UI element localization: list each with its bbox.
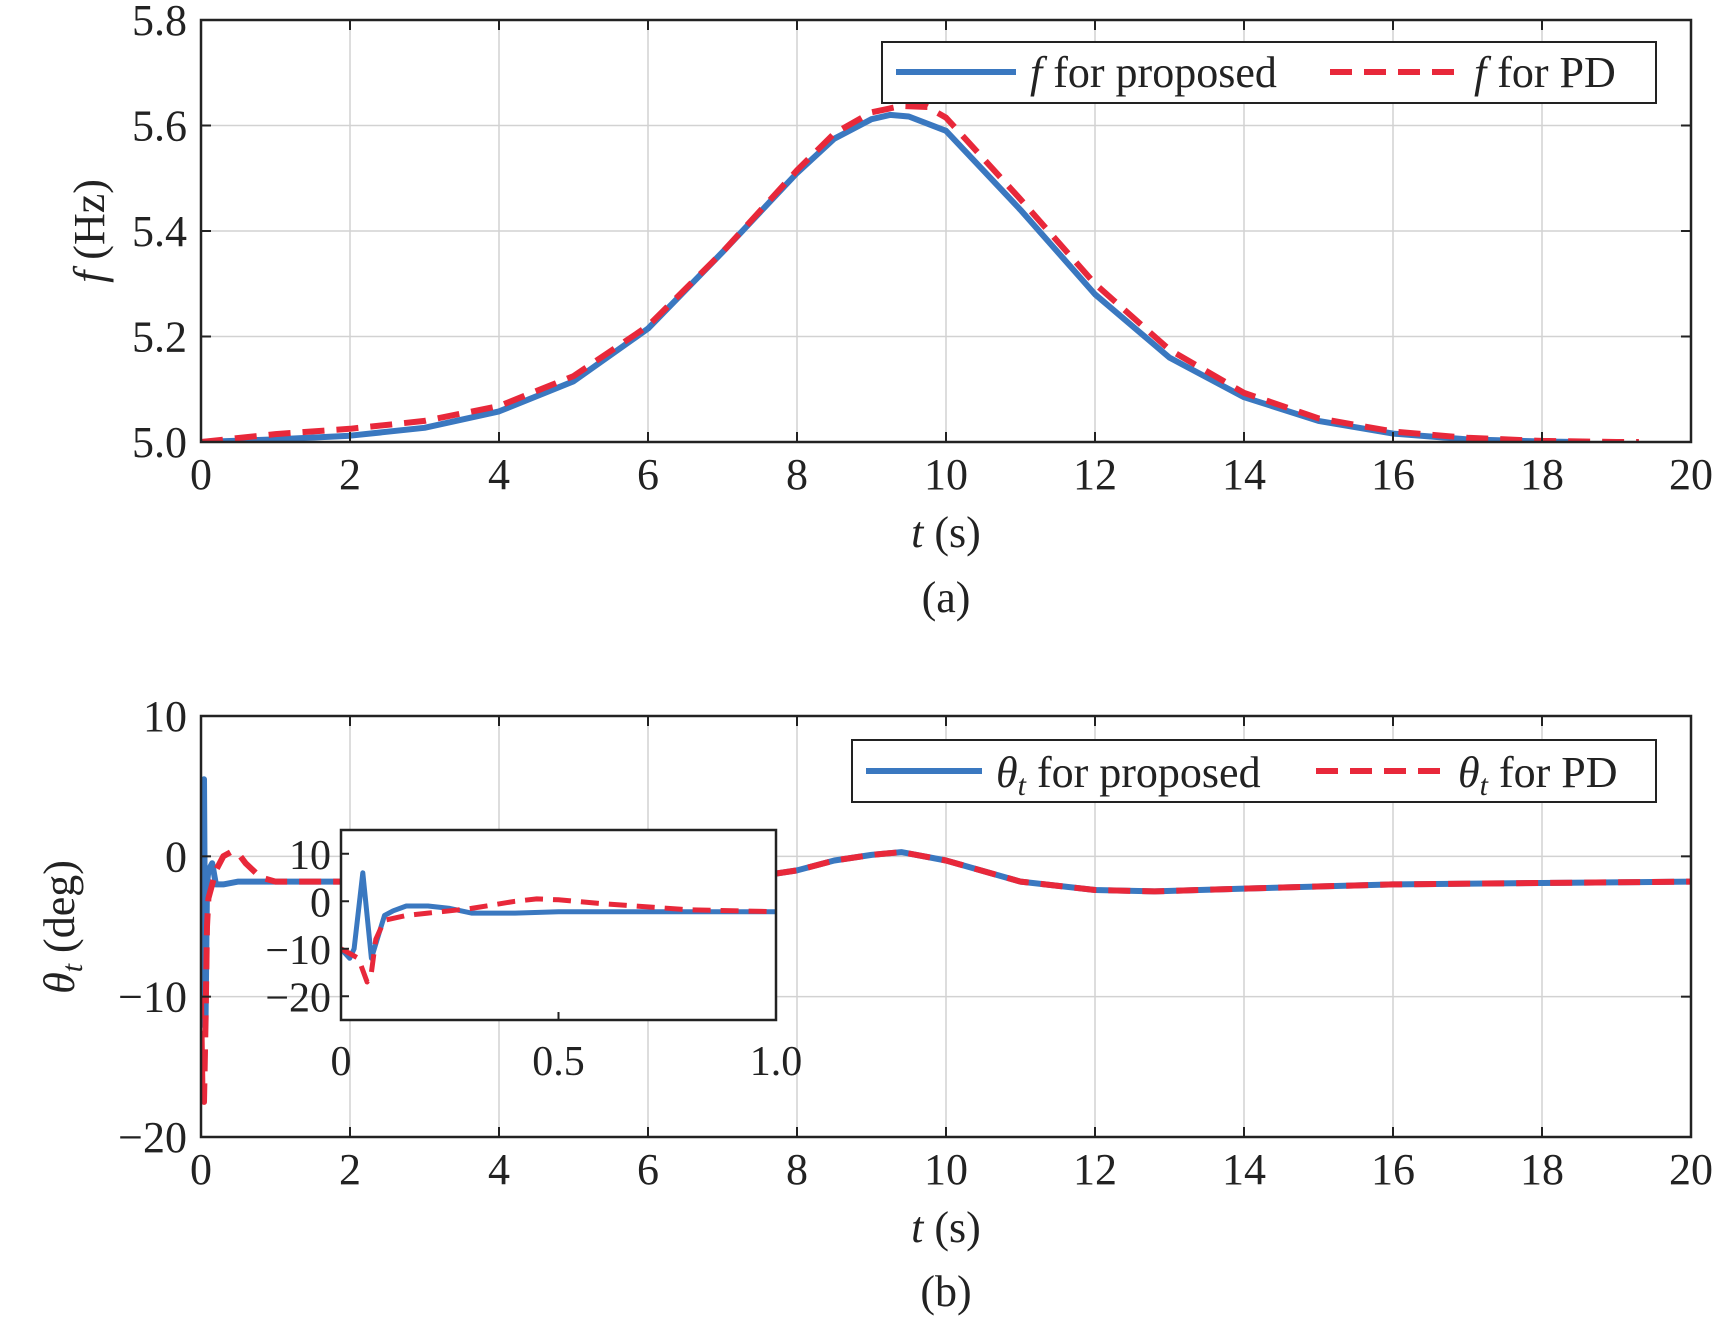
- x-tick-label: 16: [1371, 450, 1415, 499]
- y-tick-label: −20: [118, 1113, 187, 1162]
- legend-label-proposed: θt for proposed: [996, 748, 1261, 802]
- y-tick-label: 10: [143, 692, 187, 741]
- x-tick-label: 12: [1073, 450, 1117, 499]
- x-tick-label: 18: [1520, 450, 1564, 499]
- panel-b-xlabel: t (s): [911, 1203, 981, 1252]
- y-tick-label: 0: [165, 832, 187, 881]
- panel-b-caption: (b): [920, 1267, 971, 1316]
- x-tick-label: 0: [190, 1145, 212, 1194]
- x-tick-label: 20: [1669, 1145, 1713, 1194]
- x-tick-label: 4: [488, 1145, 510, 1194]
- panel-a-caption: (a): [922, 573, 971, 622]
- x-tick-label: 14: [1222, 450, 1266, 499]
- inset-series-line-pd: [341, 896, 776, 985]
- legend-label-pd: f for PD: [1474, 48, 1616, 97]
- x-tick-label: 6: [637, 1145, 659, 1194]
- y-tick-label: 5.6: [132, 102, 187, 151]
- inset-y-tick-label: −10: [265, 928, 331, 974]
- x-tick-label: 18: [1520, 1145, 1564, 1194]
- panel-b-legend: θt for proposed θt for PD: [851, 739, 1657, 803]
- inset-y-tick-label: 10: [289, 833, 331, 879]
- inset-y-tick-label: −20: [265, 975, 331, 1021]
- y-tick-label: 5.4: [132, 207, 187, 256]
- inset-x-tick-label: 0.5: [532, 1039, 585, 1085]
- x-tick-label: 2: [339, 1145, 361, 1194]
- panel-a-legend: f for proposed f for PD: [881, 41, 1657, 104]
- inset-background: [341, 830, 776, 1020]
- inset-x-tick-label: 0: [331, 1039, 352, 1085]
- legend-label-pd: θt for PD: [1458, 748, 1618, 802]
- x-tick-label: 2: [339, 450, 361, 499]
- panel-a-xlabel: t (s): [911, 508, 981, 557]
- panel-a-ylabel: f (Hz): [65, 179, 114, 283]
- x-tick-label: 8: [786, 1145, 808, 1194]
- y-tick-label: −10: [118, 973, 187, 1022]
- y-tick-label: 5.8: [132, 0, 187, 45]
- x-tick-label: 14: [1222, 1145, 1266, 1194]
- panel-b-ylabel: θt (deg): [35, 860, 89, 994]
- x-tick-label: 0: [190, 450, 212, 499]
- x-tick-label: 6: [637, 450, 659, 499]
- inset-y-tick-label: 0: [310, 880, 331, 926]
- x-tick-label: 12: [1073, 1145, 1117, 1194]
- panel-a-series: [201, 103, 1639, 442]
- y-tick-label: 5.2: [132, 313, 187, 362]
- series-line-pd: [201, 103, 1639, 442]
- inset-series: [341, 870, 776, 985]
- x-tick-label: 20: [1669, 450, 1713, 499]
- panel-a: 0 2 4 6 8 10 12 14 16 18 20 5.0 5.2 5.4 5.6 5.8 f for p…: [65, 0, 1713, 622]
- series-line-proposed: [201, 111, 1580, 442]
- x-tick-label: 8: [786, 450, 808, 499]
- y-tick-label: 5.0: [132, 418, 187, 467]
- inset-series-line-proposed: [341, 870, 776, 961]
- panel-a-ticks: 0 2 4 6 8 10 12 14 16 18 20 5.0 5.2 5.4 5.6 5.8: [132, 0, 1713, 499]
- legend-label-proposed: f for proposed: [1030, 48, 1277, 97]
- x-tick-label: 4: [488, 450, 510, 499]
- inset-x-tick-label: 1.0: [750, 1039, 803, 1085]
- x-tick-label: 10: [924, 1145, 968, 1194]
- x-tick-label: 10: [924, 450, 968, 499]
- x-tick-label: 16: [1371, 1145, 1415, 1194]
- legend-box: [851, 739, 1657, 803]
